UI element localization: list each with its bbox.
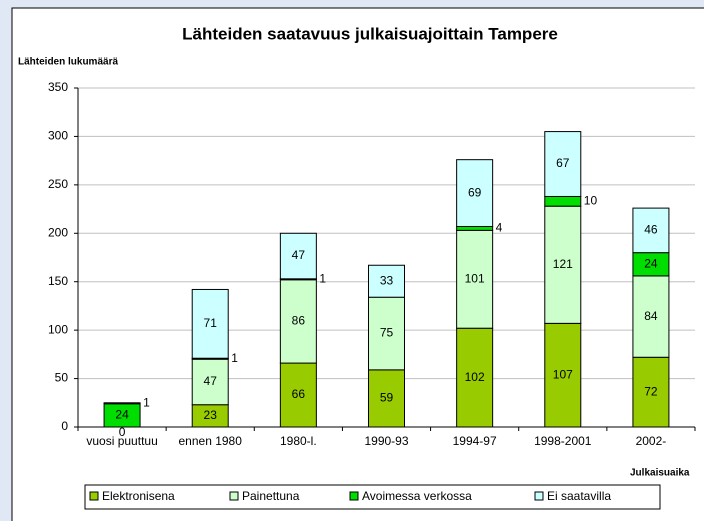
value-label: 86 bbox=[292, 314, 306, 328]
y-tick-label: 200 bbox=[48, 225, 68, 239]
x-tick-label: 1994-97 bbox=[452, 434, 497, 448]
bar-segment bbox=[632, 275, 670, 358]
bar-segment bbox=[632, 207, 670, 254]
x-tick-label: 1980-l. bbox=[279, 434, 317, 448]
value-label: 0 bbox=[119, 425, 126, 439]
x-axis-title: Julkaisuaika bbox=[630, 468, 690, 479]
value-label: 10 bbox=[584, 193, 598, 207]
legend-swatch bbox=[229, 491, 239, 501]
value-label: 71 bbox=[204, 316, 218, 330]
bar-segment bbox=[544, 131, 582, 197]
bar-segment bbox=[632, 356, 670, 428]
value-label: 67 bbox=[556, 156, 570, 170]
value-label: 101 bbox=[465, 271, 485, 285]
bar-segment bbox=[103, 402, 141, 405]
bar-segment bbox=[456, 226, 494, 231]
bar-segment bbox=[456, 229, 494, 329]
value-label: 107 bbox=[553, 367, 573, 381]
chart-area bbox=[11, 7, 704, 521]
value-label: 1 bbox=[319, 271, 326, 285]
y-tick-label: 350 bbox=[48, 80, 68, 94]
value-label: 102 bbox=[465, 370, 485, 384]
bar-segment bbox=[456, 159, 494, 228]
value-label: 46 bbox=[644, 223, 658, 237]
legend-swatch bbox=[349, 491, 359, 501]
bar-segment bbox=[544, 195, 582, 207]
y-tick-label: 100 bbox=[48, 322, 68, 336]
legend-label: Elektronisena bbox=[102, 489, 175, 503]
bar-segment bbox=[279, 279, 317, 364]
y-tick-label: 150 bbox=[48, 274, 68, 288]
value-label: 47 bbox=[292, 248, 306, 262]
value-label: 24 bbox=[115, 408, 129, 422]
y-axis-title: Lähteiden lukumäärä bbox=[18, 57, 118, 68]
value-label: 24 bbox=[644, 256, 658, 270]
legend-swatch bbox=[534, 491, 544, 501]
x-tick-label: 1990-93 bbox=[364, 434, 409, 448]
value-label: 66 bbox=[292, 387, 306, 401]
bar-segment bbox=[191, 358, 229, 406]
value-label: 69 bbox=[468, 185, 482, 199]
bar-segment bbox=[368, 369, 405, 428]
chart-title: Lähteiden saatavuus julkaisuajoittain Ta… bbox=[182, 24, 558, 43]
x-tick-label: ennen 1980 bbox=[178, 434, 242, 448]
value-label: 75 bbox=[380, 326, 394, 340]
bar-segment bbox=[191, 288, 229, 359]
y-tick-label: 0 bbox=[61, 419, 68, 433]
value-label: 4 bbox=[496, 221, 503, 235]
legend-label: Avoimessa verkossa bbox=[362, 489, 472, 503]
value-label: 72 bbox=[644, 384, 658, 398]
x-tick-label: 2002- bbox=[635, 434, 667, 448]
legend-box bbox=[84, 484, 661, 510]
y-tick-label: 250 bbox=[48, 177, 68, 191]
x-tick-label: 1998-2001 bbox=[534, 434, 592, 448]
bar-segment bbox=[456, 327, 494, 428]
value-label: 33 bbox=[380, 273, 394, 287]
legend-label: Ei saatavilla bbox=[547, 489, 611, 503]
bar-segment bbox=[279, 232, 317, 280]
value-label: 1 bbox=[143, 395, 150, 409]
value-label: 47 bbox=[204, 374, 218, 388]
bar-segment bbox=[544, 322, 582, 428]
y-tick-label: 300 bbox=[48, 129, 68, 143]
value-label: 84 bbox=[644, 309, 658, 323]
x-tick-label: vuosi puuttuu bbox=[86, 434, 158, 448]
value-label: 59 bbox=[380, 391, 394, 405]
legend-label: Painettuna bbox=[242, 489, 300, 503]
value-label: 121 bbox=[553, 257, 573, 271]
legend-swatch bbox=[89, 491, 99, 501]
y-tick-label: 50 bbox=[55, 371, 69, 385]
value-label: 1 bbox=[231, 351, 238, 365]
bar-segment bbox=[368, 264, 405, 298]
value-label: 23 bbox=[204, 408, 218, 422]
